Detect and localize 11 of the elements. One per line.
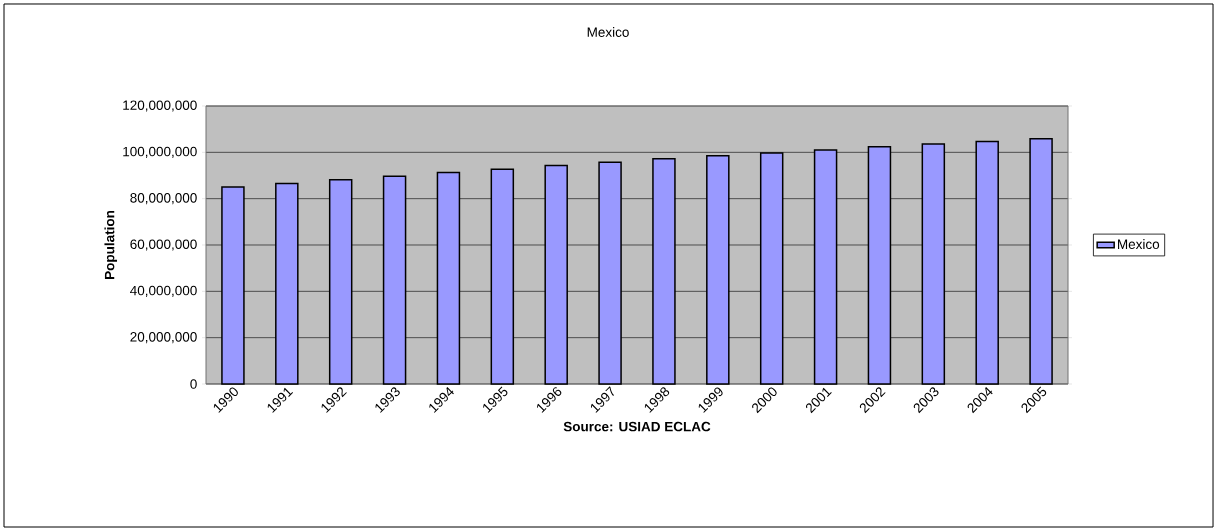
y-tick-label: 0 — [190, 379, 197, 389]
chart-title: Mexico — [587, 27, 629, 37]
y-tick-label: 80,000,000 — [130, 193, 197, 205]
y-axis-title: Population — [104, 210, 118, 279]
y-tick-label: 100,000,000 — [123, 146, 197, 158]
y-tick-label: 20,000,000 — [130, 332, 197, 344]
y-tick-label: 120,000,000 — [123, 100, 197, 112]
y-tick-label: 40,000,000 — [130, 285, 197, 297]
x-axis-title: Source: USIAD ECLAC — [563, 421, 711, 432]
y-tick-label: 60,000,000 — [130, 239, 197, 251]
legend-label: Mexico — [1118, 239, 1160, 249]
